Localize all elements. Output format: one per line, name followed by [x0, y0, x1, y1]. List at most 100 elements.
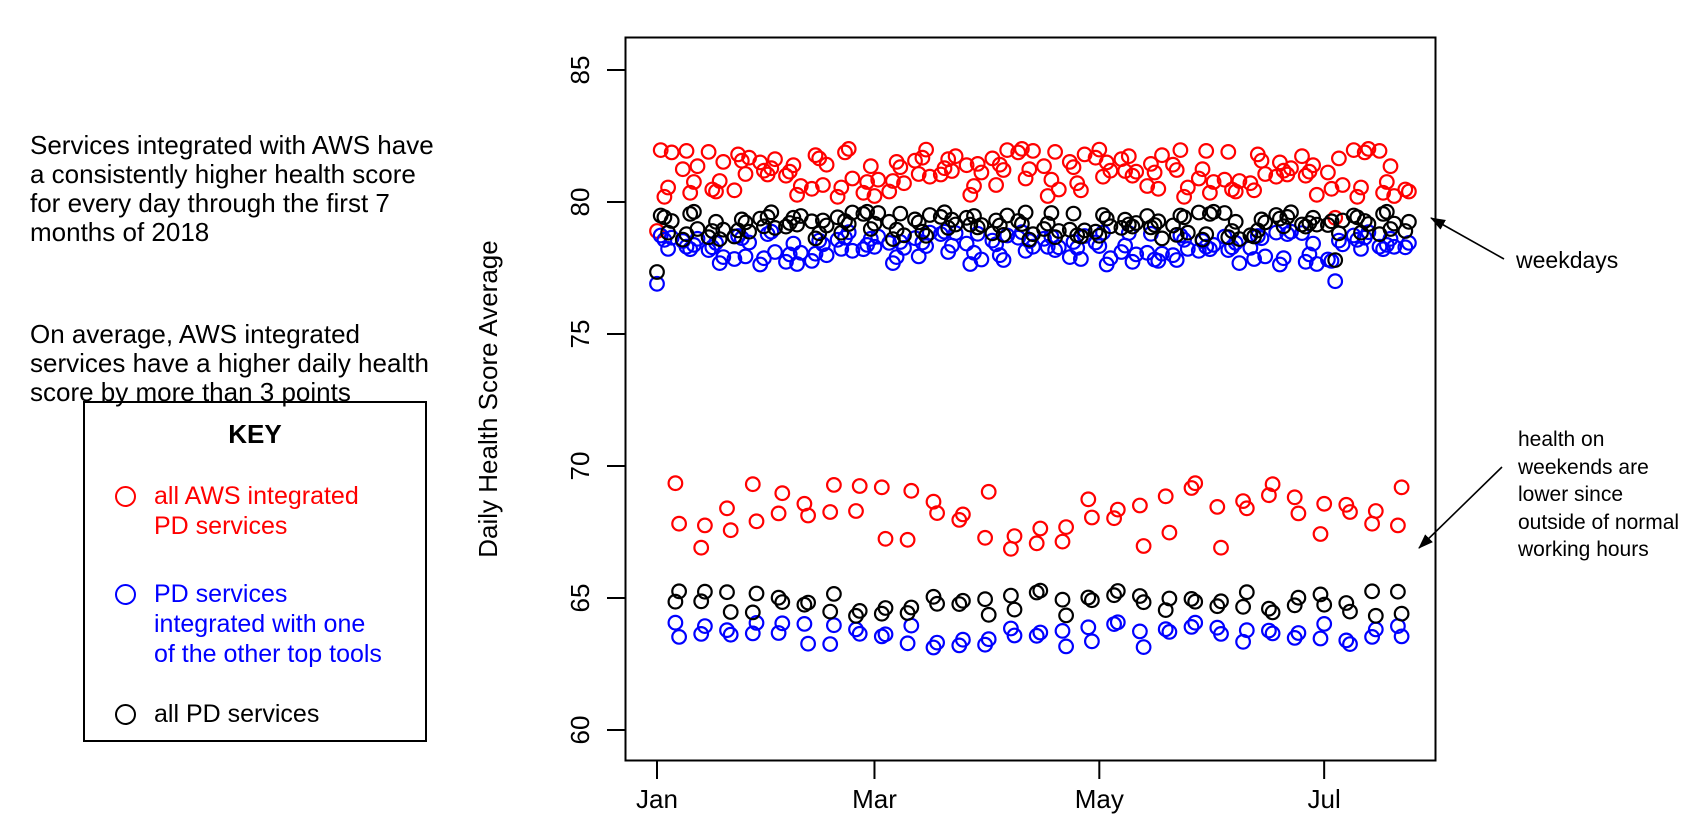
data-point: [1131, 623, 1148, 640]
data-point: [763, 160, 780, 177]
data-point: [1238, 622, 1255, 639]
data-point: [674, 161, 691, 178]
data-point: [796, 616, 813, 632]
data-point: [851, 603, 868, 619]
data-point: [1305, 157, 1321, 174]
data-point: [1050, 181, 1067, 198]
open-circle-icon: [115, 584, 136, 605]
data-point: [1227, 213, 1244, 230]
data-point: [1290, 625, 1307, 641]
data-point: [910, 166, 927, 182]
data-point: [1201, 241, 1218, 258]
data-point: [995, 226, 1012, 243]
data-point: [767, 244, 783, 260]
data-point: [1283, 204, 1299, 221]
data-point: [667, 593, 684, 610]
data-point: [944, 163, 960, 179]
data-point: [907, 211, 923, 228]
weekend-note-arrow: [1418, 466, 1503, 549]
data-point: [733, 211, 750, 228]
data-point: [1146, 164, 1163, 181]
data-point: [1065, 159, 1082, 176]
data-point: [800, 507, 816, 524]
data-point: [1010, 144, 1027, 161]
data-point: [649, 275, 665, 292]
data-point: [748, 513, 765, 530]
data-point: [785, 157, 802, 174]
data-point: [1165, 217, 1181, 234]
data-point: [767, 219, 783, 236]
data-point: [719, 622, 735, 639]
data-point: [940, 219, 957, 236]
data-point: [1058, 607, 1074, 624]
data-point: [903, 599, 920, 616]
data-point: [1054, 623, 1071, 639]
data-point: [962, 216, 979, 233]
data-point: [1201, 184, 1218, 201]
data-point: [1257, 214, 1274, 231]
data-point: [1338, 595, 1355, 611]
data-point: [870, 205, 887, 221]
data-point: [1198, 142, 1215, 159]
data-point: [918, 141, 934, 158]
data-point: [855, 241, 872, 258]
data-point: [744, 625, 761, 642]
data-point: [719, 584, 735, 601]
data-point: [877, 626, 894, 643]
y-tick-label: 65: [565, 584, 595, 613]
data-point: [1161, 590, 1178, 607]
data-point: [778, 167, 794, 184]
data-point: [818, 247, 835, 264]
legend-entry-label: all AWS integrated PD services: [154, 482, 359, 540]
data-point: [881, 234, 898, 251]
legend-entry-other-top-tools: PD services integrated with one of the o…: [115, 579, 382, 669]
data-point: [726, 182, 743, 199]
data-point: [1003, 540, 1019, 557]
data-point: [759, 208, 776, 225]
data-point: [722, 522, 739, 539]
data-point: [851, 478, 868, 494]
data-point: [1286, 489, 1303, 506]
data-point: [844, 204, 861, 221]
data-point: [1168, 226, 1185, 243]
data-point: [980, 606, 997, 623]
data-point: [980, 631, 997, 648]
data-point: [999, 142, 1016, 159]
data-point: [826, 477, 842, 493]
data-point: [1128, 215, 1145, 231]
data-point: [1109, 614, 1126, 631]
data-point: [910, 214, 927, 231]
data-point: [1176, 209, 1192, 226]
data-point: [1135, 594, 1152, 611]
data-point: [1294, 148, 1310, 165]
data-point: [921, 168, 938, 185]
data-point: [1076, 222, 1093, 239]
data-point: [1231, 173, 1248, 189]
data-point: [1120, 148, 1137, 165]
data-point: [1378, 203, 1395, 220]
data-point: [1028, 535, 1045, 552]
narrative-paragraph-2: On average, AWS integrated services have…: [30, 319, 429, 407]
data-point: [1017, 170, 1034, 187]
data-point: [1139, 178, 1156, 194]
data-point: [678, 142, 695, 159]
data-point: [1338, 632, 1355, 649]
annotation-arrows: [1418, 217, 1505, 549]
data-point: [892, 159, 909, 176]
data-point: [722, 626, 739, 643]
data-point: [1087, 223, 1104, 240]
data-point: [896, 227, 912, 244]
data-point: [903, 617, 920, 634]
data-point: [1312, 630, 1329, 647]
data-point: [877, 600, 894, 616]
data-point: [689, 221, 706, 237]
data-point: [1375, 241, 1391, 258]
data-point: [1213, 539, 1229, 556]
data-point: [1135, 538, 1152, 554]
data-point: [1187, 614, 1204, 631]
data-point: [929, 595, 945, 612]
data-point: [1146, 217, 1163, 233]
data-point: [770, 505, 787, 522]
data-point: [918, 227, 934, 244]
data-point: [1393, 605, 1410, 622]
